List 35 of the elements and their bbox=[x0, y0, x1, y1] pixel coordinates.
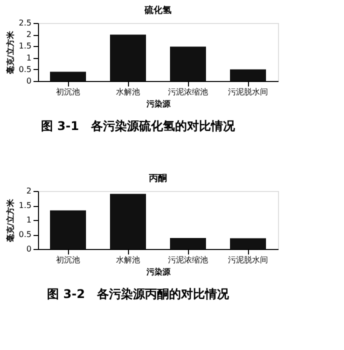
x-tick-label: 初沉池 bbox=[56, 88, 80, 96]
y-tick-label: 1.5 bbox=[18, 42, 32, 51]
bar bbox=[50, 210, 86, 249]
x-tick-label: 污泥浓缩池 bbox=[168, 256, 208, 264]
x-tick-label: 污泥浓缩池 bbox=[168, 88, 208, 96]
x-axis-title: 污染源 bbox=[146, 100, 172, 108]
caption: 图 3-1 各污染源硫化氢的对比情况 bbox=[41, 119, 236, 133]
x-tick-label: 初沉池 bbox=[56, 256, 80, 264]
x-axis-title: 污染源 bbox=[146, 268, 172, 276]
bar bbox=[170, 46, 206, 81]
y-tick-label: 0 bbox=[26, 244, 32, 254]
y-axis-title: 毫克/立方米 bbox=[4, 30, 15, 74]
x-tick-label: 水解池 bbox=[116, 256, 140, 264]
y-tick-label: 1.5 bbox=[18, 201, 32, 210]
y-tick-label: 2 bbox=[26, 30, 32, 40]
caption: 图 3-2 各污染源丙酮的对比情况 bbox=[47, 287, 230, 301]
bar bbox=[170, 238, 206, 249]
bar bbox=[110, 194, 146, 249]
y-tick-label: 2 bbox=[26, 186, 32, 196]
y-tick-label: 0.5 bbox=[18, 230, 32, 239]
bar bbox=[50, 72, 86, 81]
bar bbox=[230, 238, 266, 249]
y-tick-label: 2.5 bbox=[18, 18, 32, 28]
chart-title: 硫化氢 bbox=[144, 5, 172, 16]
y-tick-label: 0 bbox=[26, 76, 32, 86]
y-axis-title: 毫克/立方米 bbox=[4, 198, 15, 242]
x-tick-label: 污泥脱水间 bbox=[228, 88, 268, 96]
x-tick-label: 污泥脱水间 bbox=[228, 256, 268, 264]
bar bbox=[230, 69, 266, 81]
chart-title: 丙酮 bbox=[148, 173, 167, 184]
y-tick-label: 1 bbox=[26, 216, 32, 224]
x-tick-label: 水解池 bbox=[116, 88, 140, 96]
y-tick-label: 0.5 bbox=[18, 64, 32, 74]
y-tick-label: 1 bbox=[26, 53, 32, 62]
bar bbox=[110, 34, 146, 81]
